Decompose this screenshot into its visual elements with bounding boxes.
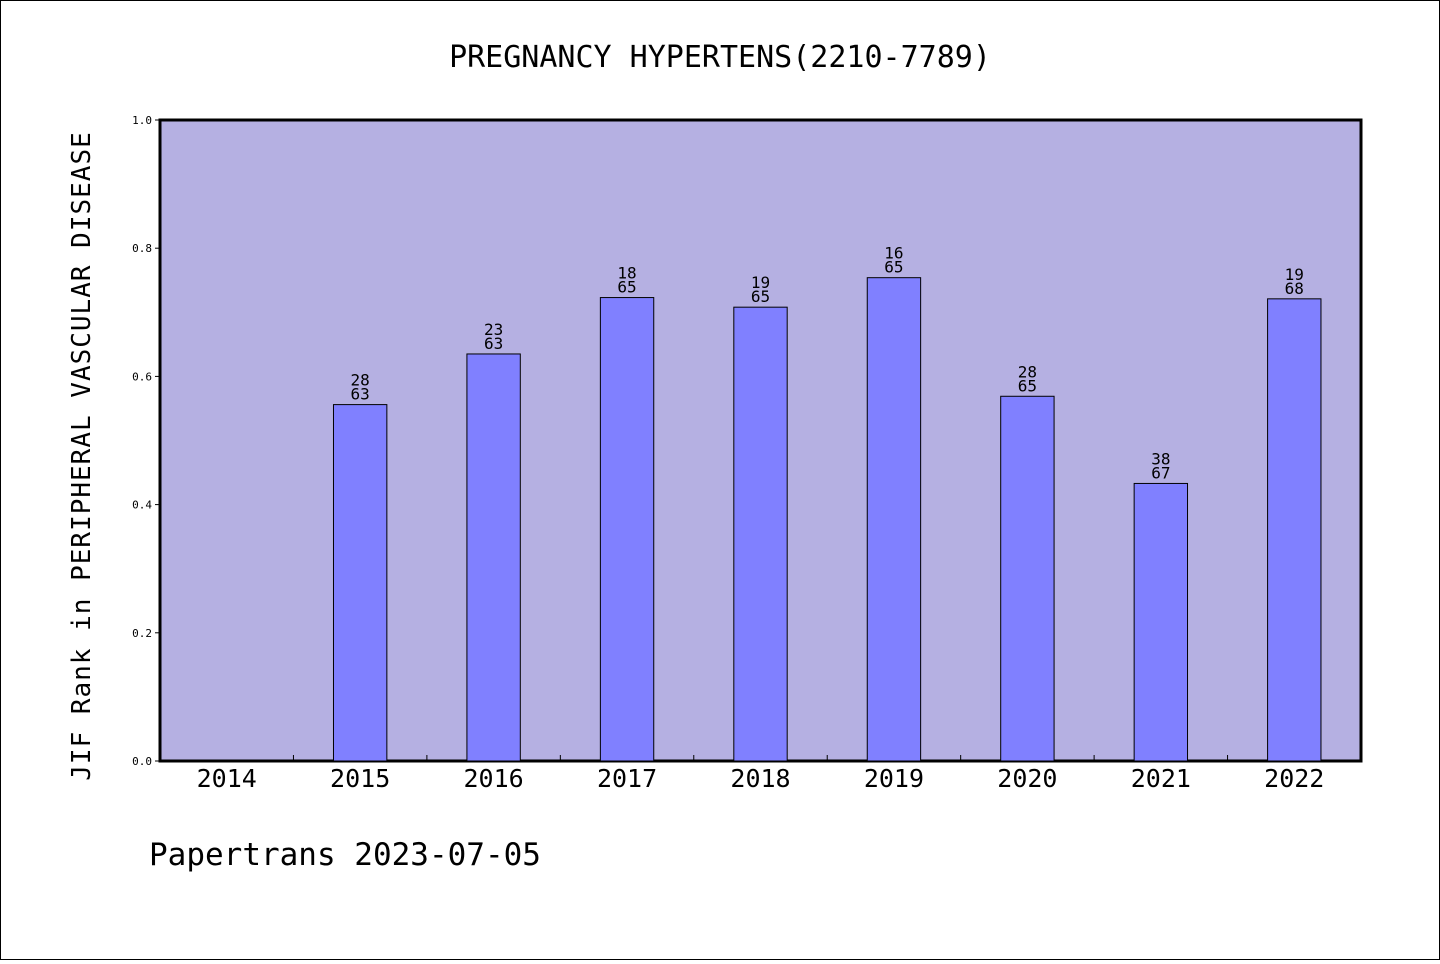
bar [866,277,922,762]
x-tick-label: 2021 [1131,764,1191,793]
y-tick-label: 0.8 [132,242,152,255]
bars [332,277,1322,762]
x-tick-label: 2016 [464,764,524,793]
y-tick-label: 0.0 [132,755,152,768]
bar-label-rank: 16 [884,244,903,263]
bar-label-rank: 28 [1018,362,1037,381]
bar-label-total: 67 [1151,463,1170,482]
bar [1000,395,1055,762]
bar-label-total: 63 [351,385,370,404]
x-tick-label: 2020 [997,764,1057,793]
x-tick-label: 2022 [1264,764,1324,793]
x-axis-ticks: 2014 2015 2016 2017 2018 2019 2020 2021 2022 [197,755,1324,793]
footer-credit: Papertrans 2023-07-05 [149,837,541,873]
bar-label-total: 65 [751,287,770,306]
bar-label-rank: 19 [751,273,770,292]
bar-label-total: 63 [484,334,503,353]
x-tick-label: 2017 [597,764,657,793]
x-tick-label: 2015 [330,764,390,793]
bar [599,297,655,762]
bar [332,404,388,762]
y-tick-label: 0.4 [132,499,152,512]
bar-label-total: 65 [884,258,903,277]
y-tick-label: 0.2 [132,627,152,640]
y-axis-ticks: 0.0 0.2 0.4 0.6 0.8 1.0 [132,114,160,768]
bar [1267,298,1322,762]
bar [733,306,788,762]
y-axis-label: JIF Rank in PERIPHERAL VASCULAR DISEASE [67,131,97,780]
y-tick-label: 1.0 [132,114,152,127]
bar-label-rank: 18 [617,264,636,283]
bar-label-rank: 28 [351,371,370,390]
y-tick-label: 0.6 [132,370,152,383]
chart-title: PREGNANCY HYPERTENS(2210-7789) [449,40,991,75]
x-tick-label: 2018 [730,764,790,793]
bar [466,353,521,762]
bar-label-total: 65 [1018,376,1037,395]
bar-label-total: 65 [617,278,636,297]
bar-label-rank: 23 [484,320,503,339]
bar-label-rank: 38 [1151,449,1170,468]
x-tick-label: 2019 [864,764,924,793]
bar-label-rank: 19 [1285,265,1304,284]
bar-label-total: 68 [1285,279,1304,298]
bar [1133,482,1189,762]
x-tick-label: 2014 [197,764,257,793]
